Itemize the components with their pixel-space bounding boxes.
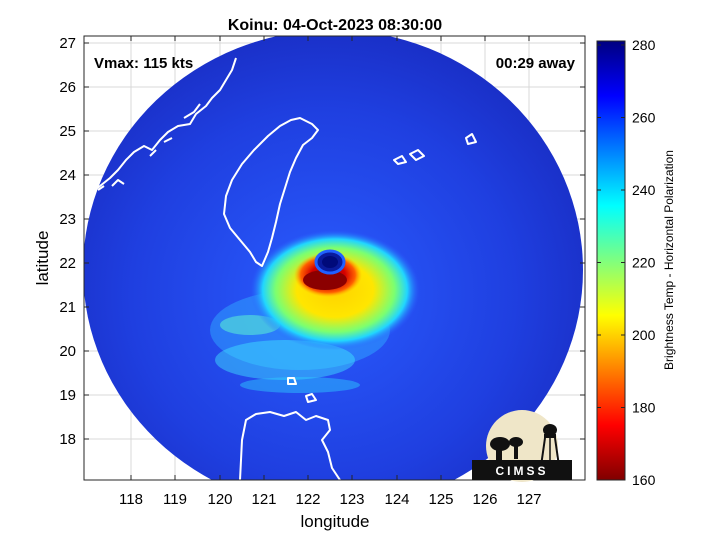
y-tick-label: 27	[59, 35, 76, 52]
x-tick-label: 122	[295, 491, 320, 508]
colorbar-tick-label: 240	[632, 182, 656, 198]
axes-frame	[83, 35, 586, 481]
colorbar-scale	[596, 40, 626, 481]
colorbar-tick-label: 180	[632, 400, 656, 416]
y-tick-label: 20	[59, 343, 76, 360]
y-axis-label: latitude	[33, 231, 52, 286]
x-tick-label: 118	[119, 491, 143, 508]
y-tick-label: 18	[59, 431, 76, 448]
colorbar-tick-label: 260	[632, 110, 656, 126]
luzon-coastline	[239, 411, 341, 480]
cimss-logo: CIMSS	[472, 410, 572, 482]
colorbar: 280 260 240 220 200 180 160 Brightness Temp - …	[596, 37, 676, 488]
coastlines	[84, 57, 585, 480]
x-tick-label: 120	[207, 491, 232, 508]
y-tick-label: 22	[59, 255, 76, 272]
y-tick-label: 26	[59, 79, 76, 96]
y-tick-labels: 27 26 25 24 23 22 21 20 19 18	[59, 35, 76, 448]
china-coastline	[84, 57, 237, 199]
colorbar-tick-label: 200	[632, 327, 656, 343]
y-tick-label: 19	[59, 387, 76, 404]
y-tick-label: 23	[59, 211, 76, 228]
x-tick-label: 123	[339, 491, 364, 508]
y-tick-label: 25	[59, 123, 76, 140]
colorbar-tick-label: 280	[632, 37, 656, 53]
x-axis-label: longitude	[300, 512, 369, 531]
y-tick-label: 21	[59, 299, 76, 316]
satellite-dish-icon	[490, 437, 523, 462]
y-tick-label: 24	[59, 167, 76, 184]
x-tick-label: 126	[472, 491, 497, 508]
logo-text: CIMSS	[495, 464, 548, 478]
colorbar-tick-label: 220	[632, 255, 656, 271]
x-tick-label: 119	[163, 491, 187, 508]
colorbar-tick-label: 160	[632, 472, 656, 488]
x-tick-label: 127	[516, 491, 541, 508]
x-tick-label: 121	[251, 491, 276, 508]
x-tick-labels: 118 119 120 121 122 123 124 125 126 127	[119, 491, 541, 508]
time-away-label: 00:29 away	[496, 55, 576, 72]
x-tick-label: 124	[384, 491, 409, 508]
colorbar-label: Brightness Temp - Horizontal Polarizatio…	[662, 150, 676, 370]
plot-title: Koinu: 04-Oct-2023 08:30:00	[228, 17, 442, 34]
x-tick-label: 125	[428, 491, 453, 508]
taiwan-coastline	[223, 117, 319, 267]
vmax-label: Vmax: 115 kts	[94, 55, 193, 72]
